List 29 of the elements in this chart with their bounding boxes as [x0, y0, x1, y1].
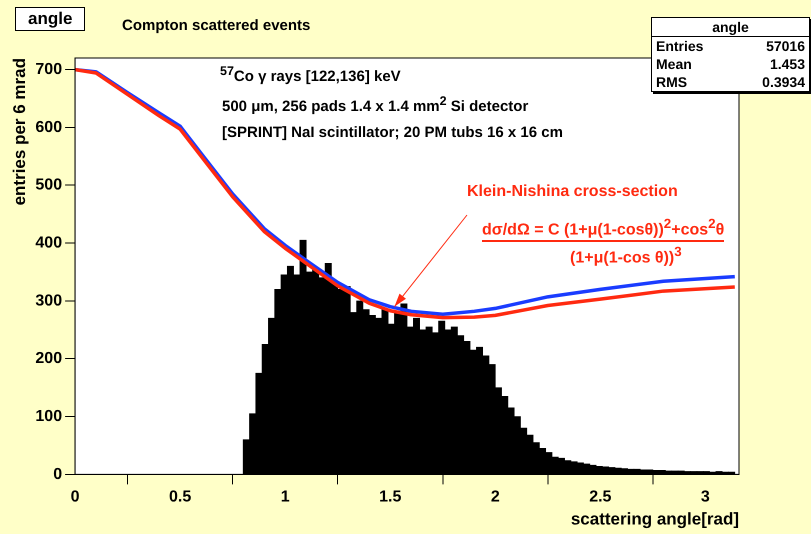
text: Entries 57016 [656, 38, 805, 54]
y-tick-label: 0 [53, 466, 62, 483]
x-tick-label: 3 [700, 488, 710, 506]
annotation: [SPRINT] NaI scintillator; 20 PM tubs 16 x 16 cm [222, 124, 563, 141]
text: angle [652, 18, 809, 37]
y-tick-label: 500 [35, 176, 62, 194]
y-tick-label: 600 [35, 118, 62, 136]
chart-title: angle [15, 7, 86, 31]
y-axis-title: entries per 6 mrad [10, 58, 29, 206]
annotation: (1+μ(1-cos θ))$^{3}$ [570, 244, 682, 268]
annotation: 500 μm, 256 pads 1.4 x 1.4 mm$^{2}$ Si detector [222, 94, 528, 115]
y-tick-label: 400 [35, 234, 62, 252]
text: Mean 1.453 [656, 56, 805, 72]
x-tick-label: 0 [70, 488, 80, 506]
annotation: Klein-Nishina cross-section [467, 183, 678, 201]
y-tick-label: 300 [35, 292, 62, 310]
annotation: $^{57}$Co γ rays [122,136] keV [220, 64, 401, 85]
x-tick-label: 1.5 [379, 488, 402, 506]
text: RMS 0.3934 [656, 74, 805, 90]
chart-subtitle: Compton scattered events [122, 17, 310, 34]
y-tick-label: 700 [35, 60, 62, 78]
x-tick-label: 1 [280, 488, 290, 506]
x-axis-title: scattering angle[rad] [570, 509, 739, 528]
y-tick-label: 200 [35, 350, 62, 368]
annotation: dσ/dΩ = C (1+μ(1-cosθ))$^{2}$+cos$^{2}$θ [482, 216, 724, 242]
x-tick-label: 0.5 [169, 488, 192, 506]
x-tick-label: 2.5 [589, 488, 612, 506]
y-tick-label: 100 [35, 408, 62, 425]
x-tick-label: 2 [490, 488, 500, 506]
